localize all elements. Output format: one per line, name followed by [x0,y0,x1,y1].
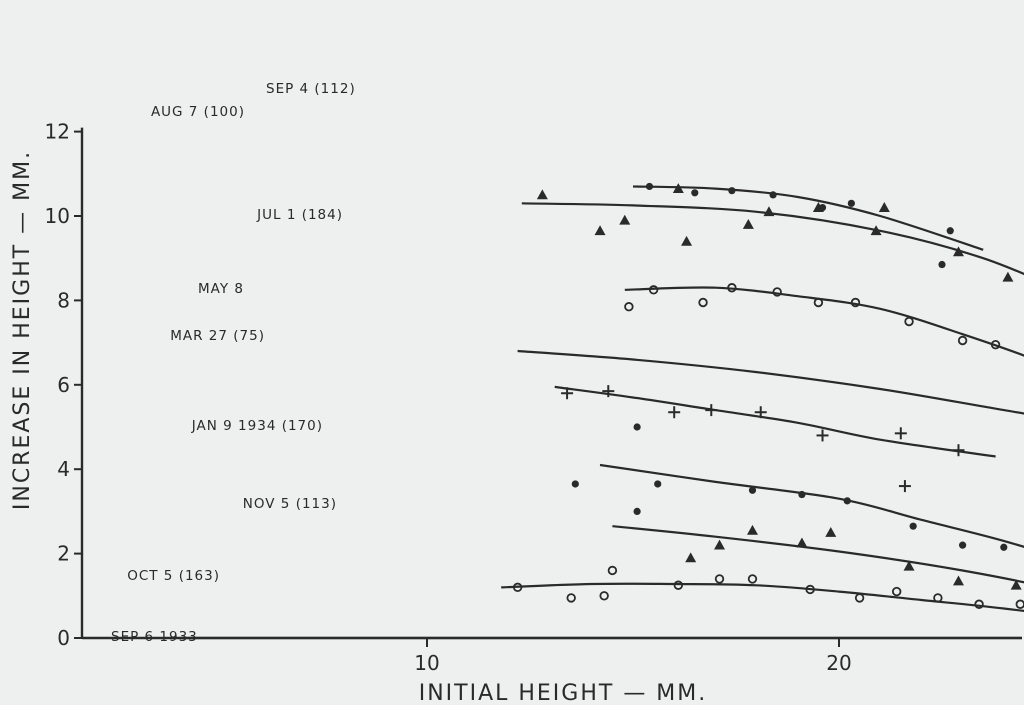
data-point-mar-27-75 [561,387,574,400]
data-point-jul-1-184 [957,335,968,346]
data-point-aug-7-100 [878,202,890,212]
series-curve-nov-5-113 [612,525,1024,584]
data-point-oct-5-163 [933,593,943,603]
data-point-mar-27-75 [816,429,829,442]
data-point-jan-9-1934-170 [909,522,917,530]
x-axis-title: INITIAL HEIGHT — MM. [419,681,708,705]
data-point-sep-4-112 [691,189,699,197]
data-point-nov-5-113 [714,539,726,550]
data-point-jul-1-184 [698,297,708,308]
data-point-jul-1-184 [904,316,914,327]
data-point-jan-9-1934-170 [843,497,851,505]
data-point-sep-4-112 [645,182,654,191]
data-point-jul-1-184 [624,302,634,312]
y-axis-title: INCREASE IN HEIGHT — MM. [10,150,35,510]
data-point-oct-5-163 [566,593,576,603]
y-tick-label: 8 [57,288,70,312]
data-point-oct-5-163 [805,584,815,595]
data-point-oct-5-163 [1015,599,1024,609]
y-tick-label: 6 [57,373,70,397]
series-curve-may-8 [517,349,1024,415]
data-point-jul-1-184 [990,340,1001,350]
series-label-sep-6-1933: SEP 6 1933 [111,629,198,645]
data-point-jan-9-1934-170 [1000,543,1008,551]
data-point-nov-5-113 [952,575,964,586]
data-point-mar-27-75 [705,404,718,417]
data-point-oct-5-163 [599,591,609,601]
data-point-aug-7-100 [952,246,964,257]
data-point-oct-5-163 [891,586,902,597]
data-point-oct-5-163 [673,580,684,590]
data-point-nov-5-113 [685,552,697,563]
data-point-aug-7-100 [742,218,754,229]
series-label-jul-1-184: JUL 1 (184) [256,207,343,223]
series-label-may-8: MAY 8 [198,281,244,297]
x-tick-label: 10 [414,651,439,675]
data-point-aug-7-100 [594,225,606,236]
data-point-mar-27-75 [602,385,615,398]
data-point-sep-4-112 [938,260,946,269]
data-point-jan-9-1934-170 [633,507,641,515]
data-point-jan-9-1934-170 [654,480,662,488]
data-point-jan-9-1934-170 [633,423,641,431]
data-point-mar-27-75 [898,480,911,493]
y-tick-label: 0 [57,626,70,650]
series-curve-aug-7-100 [521,202,1024,276]
y-tick-label: 2 [57,542,70,566]
data-point-aug-7-100 [763,206,775,217]
data-point-jul-1-184 [727,283,737,293]
series-label-nov-5-113: NOV 5 (113) [243,496,337,512]
series-curve-oct-5-163 [501,582,1024,613]
data-point-aug-7-100 [681,235,693,246]
series-curve-jul-1-184 [624,286,1024,357]
data-point-nov-5-113 [903,560,915,571]
series-curve-sep-4-112 [632,185,984,251]
data-point-sep-4-112 [728,187,736,195]
data-point-jan-9-1934-170 [748,486,757,494]
data-point-oct-5-163 [512,582,523,593]
series-label-aug-7-100: AUG 7 (100) [151,104,245,120]
series-label-oct-5-163: OCT 5 (163) [127,568,220,584]
data-point-aug-7-100 [812,202,824,212]
data-point-oct-5-163 [607,565,618,576]
data-point-mar-27-75 [668,406,681,419]
data-point-nov-5-113 [825,527,837,537]
data-point-mar-27-75 [952,444,965,457]
data-point-jan-9-1934-170 [571,480,579,488]
series-label-jan-9-1934-170: JAN 9 1934 (170) [191,418,323,434]
data-point-oct-5-163 [854,593,865,603]
series-curve-mar-27-75 [554,385,996,458]
data-point-sep-4-112 [946,227,954,235]
data-point-aug-7-100 [1002,271,1014,282]
data-point-nov-5-113 [1010,579,1022,590]
series-curve-jan-9-1934-170 [599,463,1024,548]
y-tick-label: 4 [57,457,70,481]
data-point-oct-5-163 [714,574,725,584]
data-point-nov-5-113 [796,537,808,548]
data-point-mar-27-75 [894,427,907,440]
y-tick-label: 12 [45,120,70,144]
series-label-mar-27-75: MAR 27 (75) [170,328,265,344]
data-point-mar-27-75 [754,406,767,419]
y-tick-label: 10 [45,204,70,228]
data-point-aug-7-100 [619,214,631,225]
data-point-sep-4-112 [769,191,777,199]
x-tick-label: 20 [826,651,851,675]
data-point-jan-9-1934-170 [798,490,806,499]
data-point-jul-1-184 [813,297,824,308]
data-point-nov-5-113 [746,524,758,535]
data-point-aug-7-100 [536,189,548,200]
data-point-aug-7-100 [672,183,684,193]
data-point-jul-1-184 [648,285,659,295]
data-point-jul-1-184 [850,297,861,308]
series-label-sep-4-112: SEP 4 (112) [266,81,356,97]
data-point-oct-5-163 [747,574,758,584]
data-point-jul-1-184 [772,287,782,297]
data-point-oct-5-163 [974,599,984,609]
data-point-aug-7-100 [870,225,882,236]
data-point-sep-4-112 [847,199,855,207]
data-point-jan-9-1934-170 [959,541,967,549]
